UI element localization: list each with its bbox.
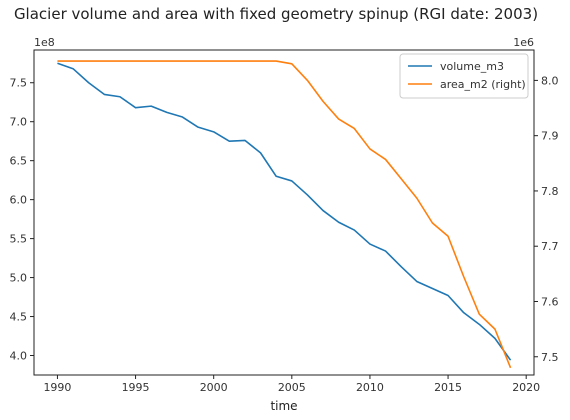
legend: volume_m3 area_m2 (right) bbox=[399, 53, 529, 99]
right-axis-multiplier: 1e6 bbox=[513, 36, 534, 49]
left-tick-label: 5.5 bbox=[10, 233, 28, 246]
left-tick-label: 7.0 bbox=[10, 116, 28, 129]
legend-box bbox=[399, 53, 529, 99]
left-tick-label: 4.5 bbox=[10, 311, 28, 324]
right-tick-label: 7.6 bbox=[541, 295, 559, 308]
right-tick-label: 7.8 bbox=[541, 185, 559, 198]
x-axis: 1990 1995 2000 2005 2010 2015 2020 bbox=[43, 375, 540, 394]
right-tick-label: 8.0 bbox=[541, 74, 559, 87]
right-tick-label: 7.5 bbox=[541, 351, 559, 364]
left-tick-label: 7.5 bbox=[10, 77, 28, 90]
series-line-area bbox=[57, 60, 512, 369]
legend-label-volume: volume_m3 bbox=[440, 60, 504, 73]
left-tick-label: 6.0 bbox=[10, 194, 28, 207]
x-tick-label: 2020 bbox=[512, 381, 540, 394]
left-tick-label: 5.0 bbox=[10, 272, 28, 285]
left-y-axis: 4.0 4.5 5.0 5.5 6.0 6.5 7.0 7.5 bbox=[10, 77, 34, 363]
x-tick-label: 1995 bbox=[122, 381, 150, 394]
x-tick-label: 2015 bbox=[434, 381, 462, 394]
x-tick-label: 2010 bbox=[356, 381, 384, 394]
right-tick-label: 7.9 bbox=[541, 130, 559, 143]
plot-frame bbox=[33, 49, 535, 376]
left-axis-multiplier: 1e8 bbox=[34, 36, 55, 49]
x-axis-label: time bbox=[270, 399, 297, 413]
right-y-axis: 7.5 7.6 7.7 7.8 7.9 8.0 bbox=[534, 74, 559, 364]
right-tick-label: 7.7 bbox=[541, 240, 559, 253]
x-tick-label: 2000 bbox=[200, 381, 228, 394]
x-tick-label: 1990 bbox=[43, 381, 71, 394]
left-tick-label: 4.0 bbox=[10, 350, 28, 363]
x-tick-label: 2005 bbox=[278, 381, 306, 394]
series-line-volume bbox=[57, 62, 512, 361]
legend-label-area: area_m2 (right) bbox=[440, 78, 526, 91]
chart-title: Glacier volume and area with fixed geome… bbox=[14, 5, 538, 23]
left-tick-label: 6.5 bbox=[10, 155, 28, 168]
plot-lines bbox=[57, 60, 512, 369]
